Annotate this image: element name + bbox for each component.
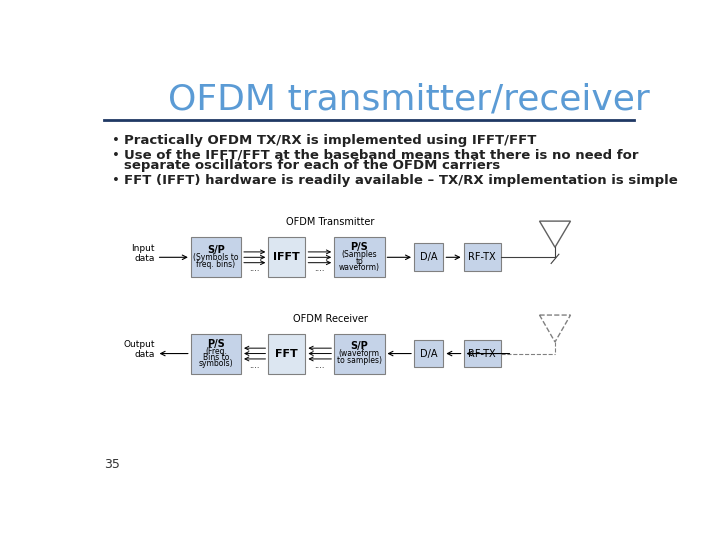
Text: •: • bbox=[112, 174, 120, 187]
Text: 35: 35 bbox=[104, 458, 120, 471]
Text: ....: .... bbox=[249, 265, 260, 273]
Text: •: • bbox=[112, 149, 120, 162]
Text: Practically OFDM TX/RX is implemented using IFFT/FFT: Practically OFDM TX/RX is implemented us… bbox=[124, 134, 536, 147]
Text: Input
data: Input data bbox=[132, 244, 155, 263]
Text: ....: .... bbox=[315, 265, 325, 273]
Bar bbox=[269, 334, 305, 374]
Bar bbox=[191, 237, 241, 278]
Text: ....: .... bbox=[249, 361, 260, 369]
Text: to samples): to samples) bbox=[337, 356, 382, 365]
Bar bbox=[334, 237, 384, 278]
Bar bbox=[269, 237, 305, 278]
Text: ....: .... bbox=[315, 361, 325, 369]
Polygon shape bbox=[539, 221, 570, 247]
Text: RF-TX: RF-TX bbox=[468, 348, 496, 359]
Text: symbols): symbols) bbox=[199, 359, 233, 368]
Text: S/P: S/P bbox=[351, 341, 368, 351]
Text: OFDM transmitter/receiver: OFDM transmitter/receiver bbox=[168, 83, 649, 117]
Text: P/S: P/S bbox=[351, 242, 368, 252]
Text: (Symbols to: (Symbols to bbox=[193, 253, 239, 262]
Text: OFDM Receiver: OFDM Receiver bbox=[293, 314, 368, 323]
Text: (waveform: (waveform bbox=[339, 349, 380, 358]
Polygon shape bbox=[539, 315, 570, 342]
Text: to: to bbox=[356, 256, 363, 266]
Text: IFFT: IFFT bbox=[274, 252, 300, 262]
Text: (Samples: (Samples bbox=[341, 251, 377, 260]
Text: FFT (IFFT) hardware is readily available – TX/RX implementation is simple: FFT (IFFT) hardware is readily available… bbox=[124, 174, 678, 187]
Bar bbox=[464, 244, 500, 271]
Bar bbox=[414, 244, 444, 271]
Text: freq. bins): freq. bins) bbox=[197, 260, 235, 269]
Text: •: • bbox=[112, 134, 120, 147]
Text: D/A: D/A bbox=[420, 348, 438, 359]
Text: FFT: FFT bbox=[276, 348, 298, 359]
Text: RF-TX: RF-TX bbox=[468, 252, 496, 262]
Text: (Freq.: (Freq. bbox=[205, 347, 227, 356]
Text: P/S: P/S bbox=[207, 339, 225, 348]
Bar bbox=[191, 334, 241, 374]
Bar bbox=[414, 340, 444, 367]
Text: Bins to: Bins to bbox=[203, 353, 229, 362]
Text: OFDM Transmitter: OFDM Transmitter bbox=[286, 217, 374, 227]
Bar bbox=[464, 340, 500, 367]
Text: waveform): waveform) bbox=[339, 263, 380, 272]
Text: D/A: D/A bbox=[420, 252, 438, 262]
Bar bbox=[334, 334, 384, 374]
Text: Use of the IFFT/FFT at the baseband means that there is no need for: Use of the IFFT/FFT at the baseband mean… bbox=[124, 149, 639, 162]
Text: S/P: S/P bbox=[207, 245, 225, 254]
Text: Output
data: Output data bbox=[124, 340, 155, 360]
Text: separate oscillators for each of the OFDM carriers: separate oscillators for each of the OFD… bbox=[124, 159, 500, 172]
